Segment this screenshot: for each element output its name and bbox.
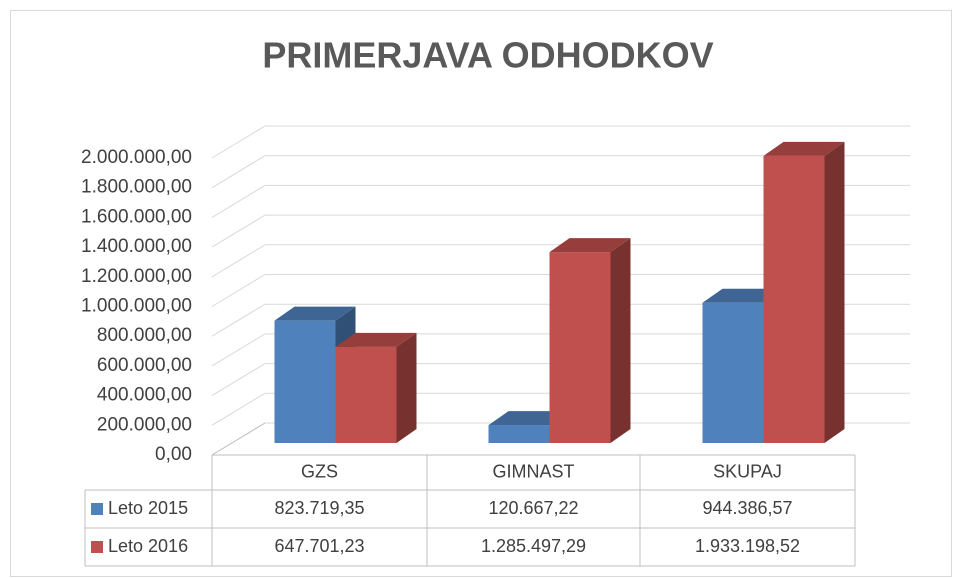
bar-side	[824, 141, 845, 443]
data-label: 120.667,22	[488, 498, 578, 518]
data-label: 1.933.198,52	[695, 536, 800, 556]
x-tick-label: SKUPAJ	[713, 461, 782, 481]
bar-top	[488, 411, 570, 426]
x-tick-label: GIMNAST	[492, 461, 574, 481]
bar	[274, 320, 336, 443]
grid-line	[211, 333, 266, 367]
bar-side	[396, 332, 417, 443]
bar-top	[335, 332, 417, 347]
data-label: 647.701,23	[274, 536, 364, 556]
chart-title: PRIMERJAVA ODHODKOV	[262, 35, 713, 76]
bar-top	[274, 306, 356, 321]
legend-label: Leto 2016	[108, 536, 188, 556]
grid-line	[211, 274, 266, 307]
y-tick-label: 1.800.000,00	[81, 177, 192, 198]
x-tick-label: GZS	[301, 461, 338, 481]
bar-top	[702, 288, 784, 303]
data-label: 823.719,35	[274, 498, 364, 518]
data-label: 1.285.497,29	[481, 536, 586, 556]
grid-line	[211, 392, 266, 426]
grid-line	[211, 155, 266, 189]
y-tick-label: 400.000,00	[97, 385, 192, 406]
legend-label: Leto 2015	[108, 498, 188, 518]
data-label: 944.386,57	[702, 498, 792, 518]
chart-border	[10, 10, 952, 577]
legend-swatch	[91, 541, 103, 553]
y-tick-label: 200.000,00	[97, 414, 192, 435]
grid-line	[211, 214, 266, 248]
grid-line	[211, 363, 266, 397]
bar	[549, 252, 611, 443]
axis-line	[211, 422, 266, 456]
grid-line	[211, 184, 266, 218]
bar-top	[763, 141, 845, 156]
y-tick-label: 1.400.000,00	[81, 236, 192, 257]
y-tick-label: 1.000.000,00	[81, 296, 192, 317]
legend-swatch	[91, 503, 103, 515]
y-tick-label: 2.000.000,00	[81, 147, 192, 168]
grid-line	[211, 125, 266, 159]
y-tick-label: 1.200.000,00	[81, 266, 192, 287]
bar	[763, 155, 825, 443]
bar	[702, 302, 764, 443]
grid-line	[211, 303, 266, 337]
grid-line	[211, 244, 266, 278]
bar	[335, 346, 397, 443]
bar-side	[610, 238, 631, 443]
y-tick-label: 1.600.000,00	[81, 206, 192, 227]
y-tick-label: 600.000,00	[97, 355, 192, 376]
bar-top	[549, 238, 631, 253]
y-tick-label: 0,00	[155, 444, 192, 465]
bar	[488, 425, 550, 443]
y-tick-label: 800.000,00	[97, 325, 192, 346]
